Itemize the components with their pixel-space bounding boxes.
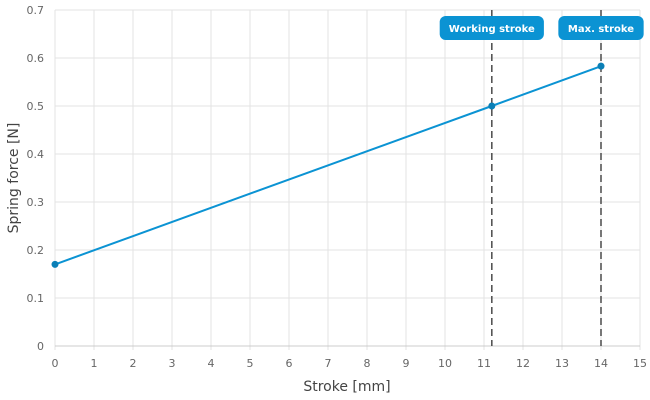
y-tick-label: 0.2: [27, 244, 45, 257]
stroke-marker-badge: [558, 16, 644, 40]
x-tick-label: 15: [633, 357, 647, 370]
x-tick-label: 11: [477, 357, 491, 370]
x-tick-label: 14: [594, 357, 608, 370]
x-tick-label: 8: [364, 357, 371, 370]
x-tick-label: 12: [516, 357, 530, 370]
stroke-marker-label: Max. stroke: [568, 24, 634, 35]
series: [51, 62, 605, 268]
x-tick-label: 1: [91, 357, 98, 370]
y-axis-title: Spring force [N]: [6, 123, 22, 234]
y-tick-label: 0.6: [27, 52, 45, 65]
x-tick-label: 13: [555, 357, 569, 370]
data-point: [597, 62, 605, 70]
x-tick-label: 2: [130, 357, 137, 370]
x-axis-ticks: 0 1 2 3 4 5 6 7 8 9 10 11 12 13 14 15: [52, 357, 648, 370]
x-tick-label: 3: [169, 357, 176, 370]
data-point: [488, 102, 496, 110]
x-tick-label: 6: [286, 357, 293, 370]
x-tick-label: 9: [403, 357, 410, 370]
stroke-marker-badge: [439, 16, 544, 40]
x-tick-label: 5: [247, 357, 254, 370]
y-tick-label: 0.5: [27, 100, 45, 113]
x-tick-label: 7: [325, 357, 332, 370]
x-tick-label: 0: [52, 357, 59, 370]
grid: [54, 9, 641, 350]
y-tick-label: 0.7: [27, 4, 45, 17]
y-tick-label: 0: [37, 340, 44, 353]
y-tick-label: 0.1: [27, 292, 45, 305]
y-axis-ticks: 0 0.1 0.2 0.3 0.4 0.5 0.6 0.7: [27, 4, 45, 353]
stroke-marker-label: Working stroke: [449, 24, 535, 35]
y-tick-label: 0.3: [27, 196, 45, 209]
data-point: [51, 260, 59, 268]
y-tick-label: 0.4: [27, 148, 45, 161]
x-tick-label: 4: [208, 357, 215, 370]
stroke-markers: Working stroke Max. stroke: [439, 10, 644, 346]
x-axis-title: Stroke [mm]: [303, 379, 390, 395]
x-tick-label: 10: [438, 357, 452, 370]
